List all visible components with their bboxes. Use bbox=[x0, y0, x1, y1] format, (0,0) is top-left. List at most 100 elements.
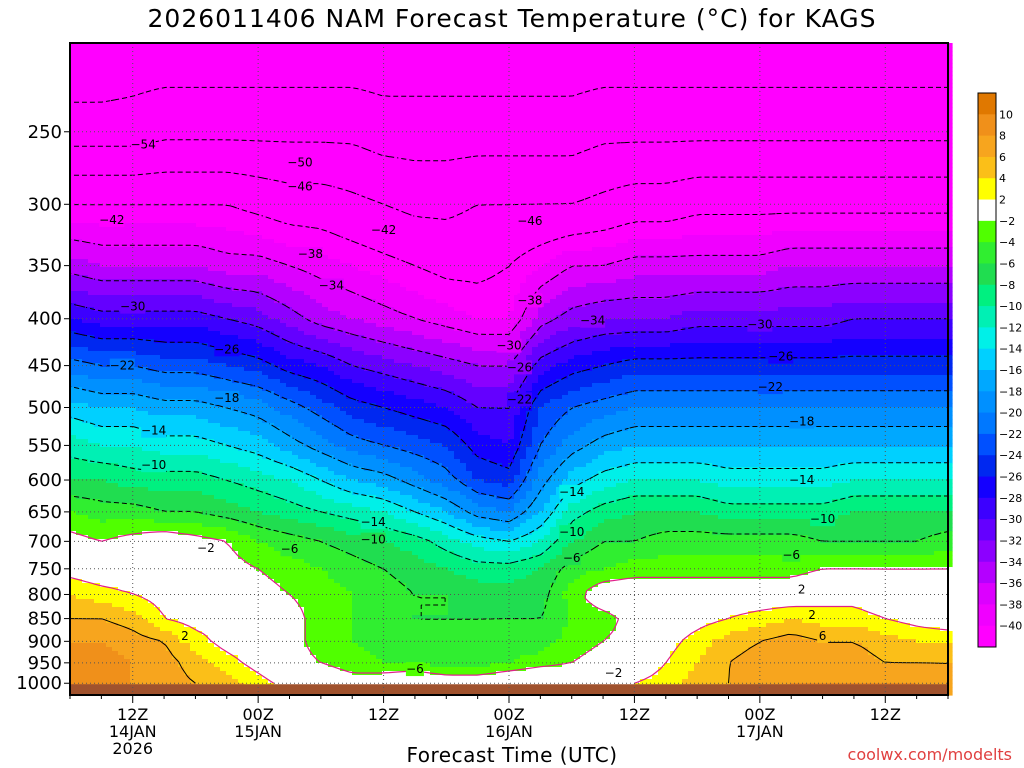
y-tick-label: 350 bbox=[28, 256, 62, 277]
x-tick-label: 00Z bbox=[242, 705, 273, 724]
contour-line bbox=[69, 416, 948, 542]
contour-label: −2 bbox=[197, 541, 215, 555]
colorbar-swatch bbox=[978, 156, 996, 179]
contour-label: −14 bbox=[141, 424, 166, 438]
colorbar-swatch bbox=[978, 391, 996, 414]
chart-title: 2026011406 NAM Forecast Temperature (°C)… bbox=[0, 4, 1024, 33]
contour-label-bg bbox=[360, 532, 386, 547]
colorbar-label: 8 bbox=[999, 130, 1006, 143]
contour-label: −26 bbox=[507, 360, 532, 374]
y-tick-label: 850 bbox=[28, 609, 62, 630]
contour-label-bg bbox=[141, 423, 167, 438]
colorbar-swatch bbox=[978, 561, 996, 584]
contour-label-bg bbox=[287, 155, 313, 170]
colorbar-swatch bbox=[978, 455, 996, 478]
contour-label-bg bbox=[405, 662, 424, 677]
y-tick-label: 950 bbox=[28, 653, 62, 674]
y-axis: 2503003504004505005506006507007508008509… bbox=[16, 122, 70, 694]
contour-label: −22 bbox=[507, 392, 532, 406]
contour-line bbox=[69, 272, 948, 367]
x-tick-date: 16JAN bbox=[485, 722, 533, 741]
colorbar-swatch bbox=[978, 220, 996, 243]
colorbar-label: −36 bbox=[999, 577, 1022, 590]
contour-label-bg bbox=[297, 247, 323, 262]
contour-label-bg bbox=[580, 313, 606, 328]
contour-label: −6 bbox=[782, 548, 800, 562]
contour-label: −14 bbox=[789, 473, 814, 487]
contour-label: −10 bbox=[559, 525, 584, 539]
contour-label-bg bbox=[562, 551, 581, 566]
colorbar-label: −6 bbox=[999, 257, 1015, 270]
colorbar-label: −26 bbox=[999, 471, 1022, 484]
colorbar-label: −32 bbox=[999, 534, 1022, 547]
colorbar-swatch bbox=[978, 199, 996, 222]
colorbar-label: −8 bbox=[999, 279, 1015, 292]
y-tick-label: 500 bbox=[28, 398, 62, 419]
y-tick-label: 800 bbox=[28, 584, 62, 605]
x-tick-label: 00Z bbox=[493, 705, 524, 724]
contour-label: −46 bbox=[287, 180, 312, 194]
colorbar-swatch bbox=[978, 178, 996, 201]
contour-label: −6 bbox=[281, 542, 299, 556]
contour-label: −14 bbox=[360, 515, 385, 529]
colorbar-swatch bbox=[978, 433, 996, 456]
contour-label: −54 bbox=[131, 137, 156, 151]
contour-label-bg bbox=[318, 278, 344, 293]
contour-label: 2 bbox=[181, 629, 189, 643]
contour-lines bbox=[69, 86, 949, 684]
contour-label: −46 bbox=[517, 214, 542, 228]
contour-label: 2 bbox=[808, 608, 816, 622]
contour-label: −22 bbox=[110, 359, 135, 373]
contour-label: −22 bbox=[758, 380, 783, 394]
ground-layer bbox=[70, 684, 948, 695]
colorbar-label: −22 bbox=[999, 428, 1022, 441]
colorbar-label: 10 bbox=[999, 108, 1013, 121]
contour-label-bg bbox=[287, 179, 313, 194]
y-tick-label: 1000 bbox=[16, 673, 62, 694]
colorbar-label: −4 bbox=[999, 236, 1015, 249]
contour-label-bg bbox=[130, 137, 156, 152]
colorbar-label: −2 bbox=[999, 215, 1015, 228]
contour-label-bg bbox=[99, 212, 125, 227]
contour-label-bg bbox=[768, 349, 794, 364]
x-tick-label: 12Z bbox=[870, 705, 901, 724]
colorbar-swatch bbox=[978, 625, 996, 648]
contour-label: −38 bbox=[517, 293, 542, 307]
colorbar-swatch bbox=[978, 284, 996, 307]
x-tick-date: 17JAN bbox=[736, 722, 784, 741]
grid-lines bbox=[70, 43, 948, 695]
contour-label: 2 bbox=[798, 582, 806, 596]
contour-label: −18 bbox=[214, 391, 239, 405]
colorbar-swatch bbox=[978, 540, 996, 563]
contour-line bbox=[70, 86, 948, 103]
contour-label: −38 bbox=[298, 247, 323, 261]
colorbar-swatch bbox=[978, 519, 996, 541]
colorbar-label: −20 bbox=[999, 407, 1022, 420]
contour-line bbox=[70, 171, 948, 220]
contour-label-bg bbox=[559, 525, 585, 540]
contour-label: −10 bbox=[141, 458, 166, 472]
contour-label: −26 bbox=[214, 342, 239, 356]
colorbar-swatch bbox=[978, 476, 996, 499]
y-tick-label: 250 bbox=[28, 122, 62, 143]
contour-label-bg bbox=[506, 392, 532, 407]
contour-label-bg bbox=[810, 512, 836, 527]
colorbar-label: −24 bbox=[999, 449, 1022, 462]
colorbar-swatch bbox=[978, 242, 996, 264]
colorbar-label: −34 bbox=[999, 556, 1022, 569]
contour-label-bg bbox=[817, 628, 829, 643]
contour-label-bg bbox=[604, 666, 623, 681]
colorbar-swatch bbox=[978, 93, 996, 115]
contour-label: −50 bbox=[287, 155, 312, 169]
colorbar-swatch bbox=[978, 348, 996, 371]
colorbar-label: −30 bbox=[999, 513, 1022, 526]
contour-label-bg bbox=[214, 390, 240, 405]
contour-labels: −54−50−46−42−42−46−38−34−38−30−34 −30−26−… bbox=[99, 137, 836, 681]
contour-label: −26 bbox=[768, 350, 793, 364]
contour-label: −30 bbox=[747, 318, 772, 332]
colorbar-label: 4 bbox=[999, 172, 1006, 185]
colorbar-swatch bbox=[978, 370, 996, 392]
colorbar-swatch bbox=[978, 412, 996, 435]
x-tick-label: 12Z bbox=[368, 705, 399, 724]
contour-label-bg bbox=[789, 473, 815, 488]
